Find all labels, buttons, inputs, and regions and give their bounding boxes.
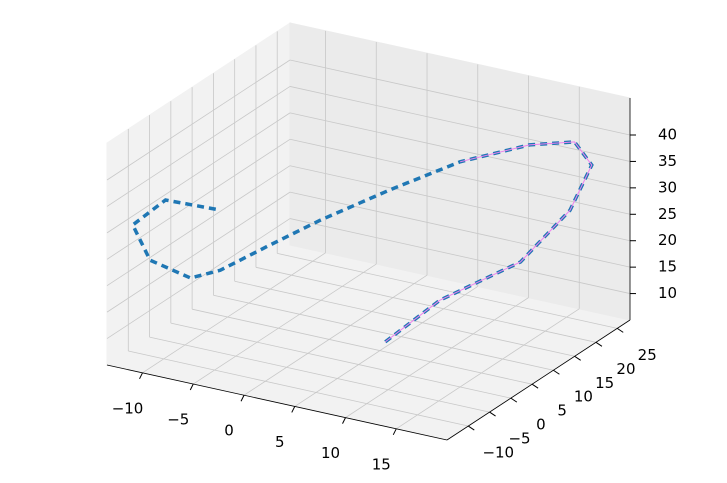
grid-line bbox=[106, 191, 291, 313]
grid-line bbox=[289, 112, 631, 189]
grid-line bbox=[106, 138, 291, 260]
tick-mark bbox=[240, 395, 245, 402]
tick-mark bbox=[553, 369, 560, 375]
tick-mark bbox=[392, 428, 397, 436]
y-tick-label: 20 bbox=[616, 360, 635, 378]
tick-mark bbox=[616, 327, 624, 333]
z-tick-label: 15 bbox=[658, 258, 677, 276]
axis-line bbox=[446, 319, 631, 441]
tick-mark bbox=[595, 341, 603, 347]
grid-line bbox=[289, 218, 631, 294]
tick-mark bbox=[510, 397, 518, 403]
x-tick-label: −10 bbox=[112, 399, 144, 417]
grid-line bbox=[149, 336, 490, 413]
grid-line bbox=[106, 218, 291, 339]
z-tick-label: 25 bbox=[658, 205, 677, 223]
grid-line bbox=[289, 191, 631, 268]
grid-line bbox=[289, 59, 631, 136]
grid-line bbox=[170, 322, 511, 399]
grid-line bbox=[213, 294, 554, 371]
grid-line bbox=[128, 350, 469, 427]
grid-line bbox=[243, 274, 428, 396]
z-tick-label: 30 bbox=[658, 178, 677, 196]
grid-line bbox=[234, 280, 575, 357]
tick-mark bbox=[531, 383, 539, 389]
tick-mark bbox=[139, 372, 143, 380]
y-tick-label: 25 bbox=[638, 346, 657, 364]
y-tick-label: 5 bbox=[557, 402, 567, 420]
y-tick-label: −5 bbox=[508, 430, 530, 448]
tick-mark bbox=[291, 406, 296, 413]
tick-mark bbox=[342, 417, 346, 424]
tick-mark bbox=[468, 425, 475, 431]
x-tick-label: 0 bbox=[224, 422, 234, 440]
grid-line bbox=[106, 86, 291, 207]
grid-line bbox=[192, 308, 533, 385]
tick-mark bbox=[574, 355, 581, 361]
x-tick-label: −5 bbox=[167, 411, 189, 429]
grid-line bbox=[277, 252, 618, 329]
grid-line bbox=[106, 165, 291, 287]
z-tick-label: 35 bbox=[658, 152, 677, 170]
y-tick-label: 10 bbox=[574, 388, 593, 406]
grid-line bbox=[142, 252, 326, 374]
y-tick-label: 0 bbox=[536, 416, 546, 434]
z-tick-label: 20 bbox=[658, 231, 677, 249]
solid-line bbox=[384, 141, 593, 343]
grid-line bbox=[345, 297, 529, 418]
axis-line bbox=[106, 364, 448, 441]
grid-line bbox=[106, 59, 291, 181]
grid-line bbox=[106, 112, 291, 234]
x-tick-label: 10 bbox=[321, 444, 340, 462]
grid-line bbox=[289, 138, 631, 215]
tick-mark bbox=[489, 411, 496, 417]
grid-line bbox=[396, 308, 580, 430]
y-tick-label: −10 bbox=[482, 444, 514, 462]
grid-line bbox=[289, 165, 631, 242]
y-tick-label: 15 bbox=[595, 374, 614, 392]
x-tick-label: 5 bbox=[275, 433, 285, 451]
grid-line bbox=[289, 86, 631, 162]
x-tick-label: 15 bbox=[372, 455, 391, 473]
grid-line bbox=[255, 266, 597, 343]
z-tick-label: 40 bbox=[658, 126, 677, 144]
z-tick-label: 10 bbox=[658, 284, 677, 302]
grid-line bbox=[193, 263, 377, 385]
grid-line bbox=[294, 286, 478, 407]
tick-mark bbox=[189, 383, 194, 391]
